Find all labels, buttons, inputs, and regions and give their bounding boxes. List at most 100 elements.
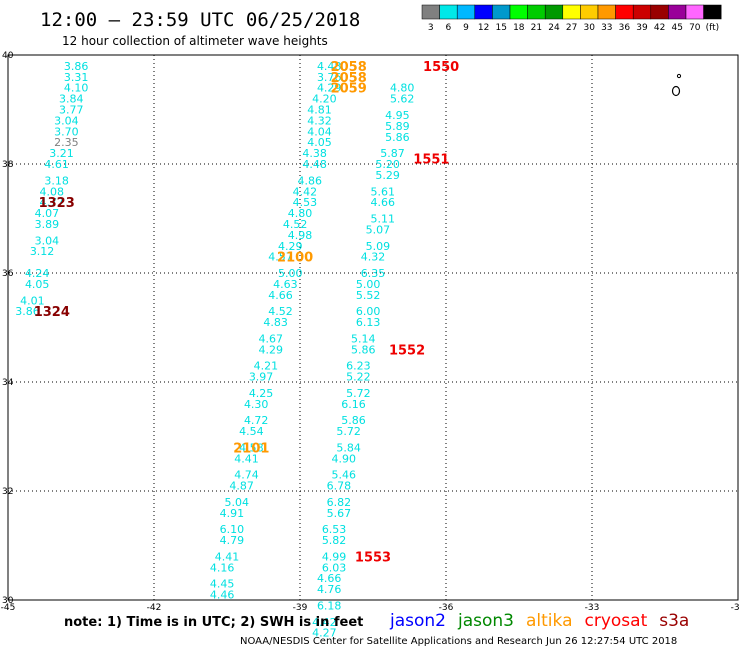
wave-height-value: 3.12: [30, 245, 55, 258]
wave-height-value: 4.81: [307, 104, 332, 117]
wave-height-value: 5.00: [356, 278, 381, 291]
pass-label: 2058: [331, 60, 367, 75]
wave-height-value: 3.04: [54, 114, 79, 127]
wave-height-value: 4.52: [283, 218, 308, 231]
wave-height-value: 4.76: [317, 583, 342, 596]
wave-height-value: 3.86: [64, 60, 89, 73]
wave-height-value: 5.52: [356, 289, 381, 302]
wave-height-value: 5.04: [224, 496, 249, 509]
colorbar-label: 45: [671, 23, 682, 33]
wave-height-value: 4.77: [40, 196, 65, 209]
pass-label: 1323: [39, 196, 75, 211]
colorbar-swatch: [474, 4, 493, 20]
mission-legend-item: altika: [526, 611, 573, 631]
wave-height-value: 4.66: [268, 289, 293, 302]
y-tick-label: 34: [2, 378, 14, 388]
colorbar-label: 3: [428, 23, 434, 33]
wave-height-value: 5.07: [366, 223, 391, 236]
colorbar-swatch: [668, 4, 687, 20]
pass-label: 2100: [277, 251, 313, 266]
wave-height-value: 4.20: [312, 93, 337, 106]
y-tick-label: 40: [2, 51, 14, 61]
wave-height-value: 4.24: [25, 267, 50, 280]
mission-legend-item: jason3: [457, 611, 514, 631]
wave-height-value: 4.46: [210, 589, 235, 602]
wave-height-value: 4.42: [293, 185, 318, 198]
wave-height-value: 5.72: [336, 425, 361, 438]
wave-height-value: 4.05: [307, 136, 332, 149]
wave-height-value: 4.79: [220, 534, 245, 547]
wave-height-value: 4.29: [278, 240, 303, 253]
wave-height-value: 5.87: [380, 147, 405, 160]
wave-height-value: 4.53: [293, 196, 318, 209]
wave-height-value: 4.90: [332, 452, 357, 465]
colorbar-legend: 3 6 9 12 15 18 21 24 27 30 33 36 39 42 45 70 (ft): [421, 4, 722, 33]
wave-height-value: 4.52: [268, 305, 293, 318]
wave-height-value: 4.48: [317, 60, 342, 73]
wave-height-value: 3.97: [249, 371, 274, 384]
colorbar-label: 30: [583, 23, 595, 33]
footer-credit: NOAA/NESDIS Center for Satellite Applica…: [240, 636, 677, 647]
wave-height-value: 6.10: [220, 523, 245, 536]
colorbar-label: 36: [619, 23, 631, 33]
x-tick-label: -39: [293, 603, 308, 613]
wave-height-value: 4.01: [20, 294, 45, 307]
x-tick-label: -30: [731, 603, 740, 613]
wave-height-value: 4.45: [210, 578, 235, 591]
wave-height-value: 4.32: [307, 114, 332, 127]
wave-height-value: 4.95: [385, 109, 410, 122]
wave-height-value: 4.41: [234, 452, 259, 465]
wave-height-value: 4.30: [244, 398, 269, 411]
colorbar-label: 70: [689, 23, 701, 33]
wave-height-value: 4.80: [288, 207, 313, 220]
colorbar-swatch: [492, 4, 511, 20]
colorbar-swatch: [580, 4, 599, 20]
colorbar-label: 18: [513, 23, 525, 33]
wave-height-value: 4.42: [312, 616, 337, 629]
pass-labels: 1550155115521553132313242058205820592100…: [34, 60, 460, 566]
wave-height-value: 4.29: [317, 82, 342, 95]
wave-height-value: 4.66: [317, 572, 342, 585]
colorbar-label: 39: [636, 23, 648, 33]
pass-label: 2058: [331, 71, 367, 86]
wave-height-value: 4.54: [239, 425, 264, 438]
plot-frame: [7, 54, 739, 601]
colorbar-swatch: [544, 4, 564, 20]
wave-height-value: 6.16: [341, 398, 366, 411]
wave-height-value: 2.35: [54, 136, 79, 149]
wave-height-value: 5.46: [332, 469, 357, 482]
wave-height-value: 4.48: [302, 158, 327, 171]
wave-height-value: 3.86: [15, 305, 40, 318]
wave-height-value: 5.14: [351, 332, 376, 345]
wave-height-value: 3.84: [59, 93, 84, 106]
wave-height-value: 6.13: [356, 316, 381, 329]
colorbar-label: 24: [548, 23, 560, 33]
wave-height-value: 5.00: [278, 267, 303, 280]
colorbar-swatch: [632, 4, 652, 20]
pass-label: 1324: [34, 305, 70, 320]
wave-height-value: 3.70: [54, 125, 79, 138]
wave-height-value: 6.00: [356, 305, 381, 318]
colorbar-swatch: [650, 4, 669, 20]
colorbar-label: 33: [601, 23, 612, 33]
x-tick-label: -45: [1, 603, 16, 613]
wave-height-value: 4.80: [390, 82, 415, 95]
pass-label: 2101: [233, 441, 269, 456]
pass-label: 2059: [331, 82, 367, 97]
wave-height-value: 4.25: [249, 387, 274, 400]
wave-height-value: 3.89: [35, 218, 60, 231]
y-tick-label: 32: [2, 487, 13, 497]
wave-height-value: 5.62: [390, 93, 415, 106]
colorbar-label: 27: [566, 23, 577, 33]
colorbar-label: 9: [463, 23, 469, 33]
chart-title: 12:00 – 23:59 UTC 06/25/2018: [40, 9, 360, 31]
mission-legend-item: cryosat: [585, 611, 648, 631]
pass-label: 1553: [355, 550, 391, 565]
wave-height-value: 6.82: [327, 496, 352, 509]
wave-height-value: 4.04: [307, 125, 332, 138]
wave-height-value: 4.98: [288, 229, 313, 242]
wave-height-value: 4.38: [302, 147, 327, 160]
wave-height-value: 4.05: [25, 278, 50, 291]
wave-height-value: 5.89: [385, 120, 410, 133]
colorbar-label: 21: [531, 23, 542, 33]
